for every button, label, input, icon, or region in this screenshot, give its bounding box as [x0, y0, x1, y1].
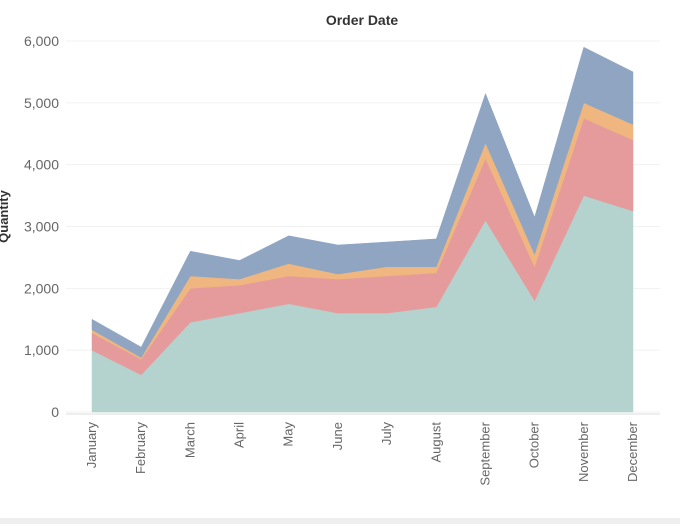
x-tick-label-september: September [477, 421, 492, 485]
x-tick-label-november: November [576, 421, 591, 482]
x-tick-label-february: February [133, 422, 148, 475]
x-tick-label-march: March [182, 422, 197, 458]
x-tick-label-august: August [428, 422, 443, 463]
y-axis-ticks: 0 1,000 2,000 3,000 4,000 5,000 6,000 [24, 33, 59, 420]
y-tick-label-3: 3,000 [24, 219, 59, 235]
area-series-3 [91, 46, 634, 358]
y-tick-label-2: 2,000 [24, 280, 59, 296]
x-tick-label-january: January [84, 422, 99, 469]
x-tick-label-october: October [527, 421, 542, 468]
x-tick-label-december: December [625, 421, 640, 482]
y-axis-title: Quantity [0, 189, 11, 242]
x-tick-label-may: May [281, 422, 296, 447]
y-tick-label-6: 6,000 [24, 33, 59, 49]
area-series [91, 46, 634, 413]
y-tick-label-4: 4,000 [24, 157, 59, 173]
x-tick-label-june: June [330, 422, 345, 450]
y-tick-label-5: 5,000 [24, 95, 59, 111]
x-tick-label-july: July [379, 422, 394, 446]
x-tick-label-april: April [232, 422, 247, 448]
bottom-scroll-strip [0, 518, 680, 524]
y-tick-label-1: 1,000 [24, 342, 59, 358]
x-axis-ticks: January February March April May June July Augu… [84, 421, 640, 485]
chart-title: Order Date [326, 12, 399, 28]
y-tick-label-0: 0 [51, 404, 59, 420]
